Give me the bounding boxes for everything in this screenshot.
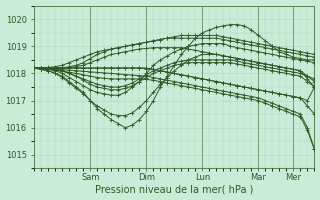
- X-axis label: Pression niveau de la mer( hPa ): Pression niveau de la mer( hPa ): [95, 184, 253, 194]
